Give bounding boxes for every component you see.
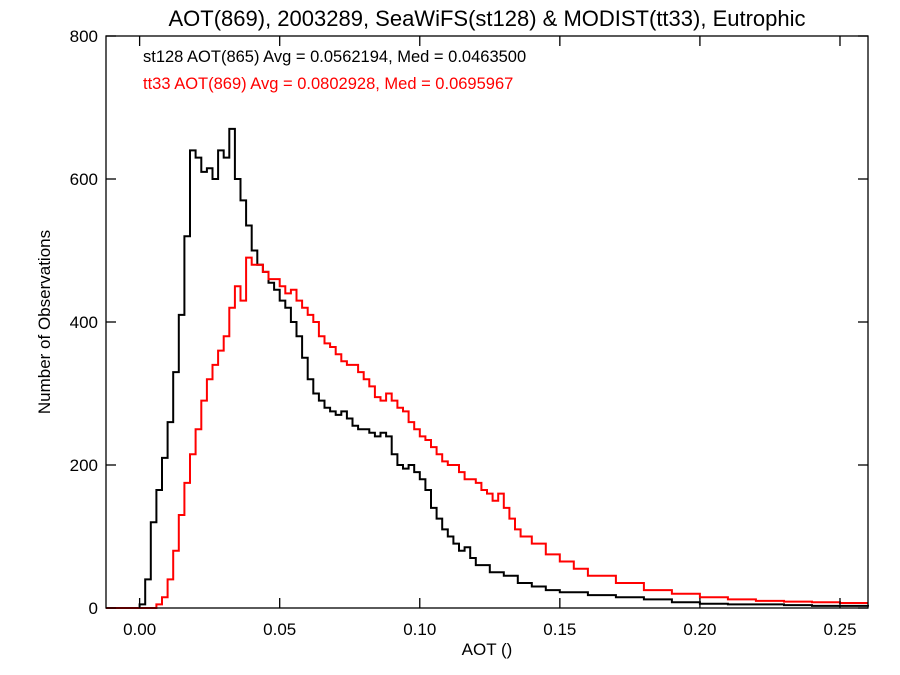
y-tick-label: 0 xyxy=(89,599,98,618)
x-tick-label: 0.00 xyxy=(123,620,156,639)
annotation-tt33-stats: tt33 AOT(869) Avg = 0.0802928, Med = 0.0… xyxy=(143,75,513,93)
y-tick-label: 400 xyxy=(70,313,98,332)
x-tick-label: 0.10 xyxy=(403,620,436,639)
y-tick-label: 600 xyxy=(70,170,98,189)
x-tick-label: 0.05 xyxy=(263,620,296,639)
x-tick-label: 0.20 xyxy=(683,620,716,639)
y-tick-label: 200 xyxy=(70,456,98,475)
series-layer xyxy=(106,127,869,609)
series-line-tt33 xyxy=(106,256,868,609)
x-axis-label: AOT () xyxy=(462,640,513,659)
plot-frame xyxy=(105,35,869,609)
annotation-st128-stats: st128 AOT(865) Avg = 0.0562194, Med = 0.… xyxy=(143,48,526,66)
chart-title: AOT(869), 2003289, SeaWiFS(st128) & MODI… xyxy=(168,6,805,31)
series-line-st128 xyxy=(106,127,869,609)
x-tick-label: 0.15 xyxy=(543,620,576,639)
y-axis-label: Number of Observations xyxy=(35,230,54,414)
x-tick-label: 0.25 xyxy=(823,620,856,639)
axes-layer: 0.00 0.05 0.10 0.15 0.20 0.25 0 200 400 600 800 xyxy=(70,27,868,639)
y-tick-label: 800 xyxy=(70,27,98,46)
